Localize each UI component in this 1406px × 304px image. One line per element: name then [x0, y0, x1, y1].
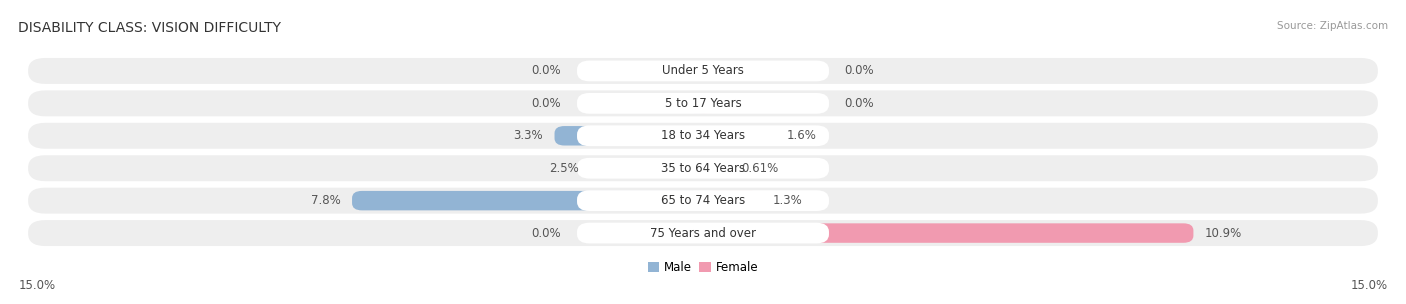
Text: 2.5%: 2.5% [550, 162, 579, 175]
FancyBboxPatch shape [576, 93, 830, 114]
Text: 5 to 17 Years: 5 to 17 Years [665, 97, 741, 110]
Text: 65 to 74 Years: 65 to 74 Years [661, 194, 745, 207]
FancyBboxPatch shape [28, 155, 1378, 181]
Text: 0.0%: 0.0% [531, 97, 561, 110]
FancyBboxPatch shape [700, 61, 713, 81]
Text: 18 to 34 Years: 18 to 34 Years [661, 129, 745, 142]
FancyBboxPatch shape [28, 220, 1378, 246]
Text: 35 to 64 Years: 35 to 64 Years [661, 162, 745, 175]
Text: 0.61%: 0.61% [742, 162, 779, 175]
FancyBboxPatch shape [28, 58, 1378, 84]
Legend: Male, Female: Male, Female [643, 256, 763, 278]
Text: 3.3%: 3.3% [513, 129, 543, 142]
FancyBboxPatch shape [591, 158, 703, 178]
Text: 15.0%: 15.0% [18, 279, 55, 292]
FancyBboxPatch shape [576, 190, 830, 211]
FancyBboxPatch shape [576, 126, 830, 146]
Text: 7.8%: 7.8% [311, 194, 340, 207]
FancyBboxPatch shape [703, 158, 731, 178]
FancyBboxPatch shape [576, 158, 830, 178]
FancyBboxPatch shape [693, 94, 706, 113]
Text: DISABILITY CLASS: VISION DIFFICULTY: DISABILITY CLASS: VISION DIFFICULTY [18, 21, 281, 35]
FancyBboxPatch shape [554, 126, 703, 146]
FancyBboxPatch shape [693, 223, 706, 243]
Text: 1.3%: 1.3% [773, 194, 803, 207]
Text: 0.0%: 0.0% [845, 97, 875, 110]
FancyBboxPatch shape [576, 223, 830, 244]
FancyBboxPatch shape [693, 61, 706, 81]
FancyBboxPatch shape [28, 90, 1378, 116]
FancyBboxPatch shape [703, 191, 762, 210]
Text: 10.9%: 10.9% [1205, 226, 1241, 240]
Text: 0.0%: 0.0% [845, 64, 875, 78]
FancyBboxPatch shape [28, 188, 1378, 214]
Text: Under 5 Years: Under 5 Years [662, 64, 744, 78]
FancyBboxPatch shape [703, 223, 1194, 243]
Text: Source: ZipAtlas.com: Source: ZipAtlas.com [1277, 21, 1388, 31]
Text: 0.0%: 0.0% [531, 226, 561, 240]
FancyBboxPatch shape [352, 191, 703, 210]
Text: 1.6%: 1.6% [786, 129, 815, 142]
FancyBboxPatch shape [703, 126, 775, 146]
FancyBboxPatch shape [700, 94, 713, 113]
FancyBboxPatch shape [576, 60, 830, 81]
Text: 75 Years and over: 75 Years and over [650, 226, 756, 240]
FancyBboxPatch shape [28, 123, 1378, 149]
Text: 15.0%: 15.0% [1351, 279, 1388, 292]
Text: 0.0%: 0.0% [531, 64, 561, 78]
